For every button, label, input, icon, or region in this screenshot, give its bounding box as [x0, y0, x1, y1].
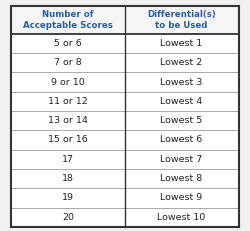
Text: 17: 17 [62, 155, 74, 164]
Text: 15 or 16: 15 or 16 [48, 135, 88, 144]
Text: 9 or 10: 9 or 10 [51, 78, 85, 86]
Text: Number of
Acceptable Scores: Number of Acceptable Scores [23, 10, 113, 30]
Text: Lowest 6: Lowest 6 [160, 135, 203, 144]
Text: 18: 18 [62, 174, 74, 183]
Text: 13 or 14: 13 or 14 [48, 116, 88, 125]
Text: 11 or 12: 11 or 12 [48, 97, 88, 106]
Text: 7 or 8: 7 or 8 [54, 58, 82, 67]
Text: Lowest 9: Lowest 9 [160, 193, 203, 202]
Text: Lowest 1: Lowest 1 [160, 39, 203, 48]
Text: Lowest 2: Lowest 2 [160, 58, 203, 67]
Text: Lowest 5: Lowest 5 [160, 116, 203, 125]
Text: Lowest 3: Lowest 3 [160, 78, 203, 86]
Text: Differential(s)
to be Used: Differential(s) to be Used [147, 10, 216, 30]
Text: Lowest 10: Lowest 10 [158, 213, 206, 222]
Text: 5 or 6: 5 or 6 [54, 39, 82, 48]
Text: Lowest 8: Lowest 8 [160, 174, 203, 183]
Bar [11, 6, 239, 34]
Text: Lowest 7: Lowest 7 [160, 155, 203, 164]
Text: 19: 19 [62, 193, 74, 202]
Text: 20: 20 [62, 213, 74, 222]
Text: Lowest 4: Lowest 4 [160, 97, 203, 106]
